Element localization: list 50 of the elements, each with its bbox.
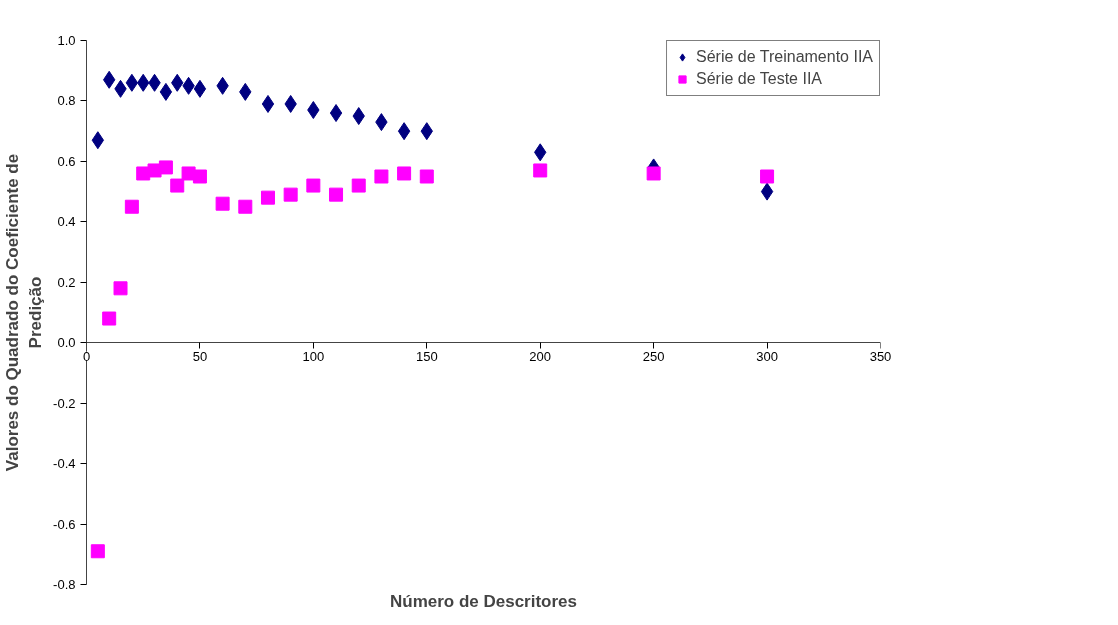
legend-label: Série de Teste IIA [696, 70, 823, 88]
x-tick-label: 0 [82, 348, 91, 364]
y-axis-title: Valores do Quadrado do Coeficiente de Predição [3, 153, 46, 472]
point [159, 82, 173, 101]
point [397, 166, 412, 181]
point [215, 196, 230, 211]
point [91, 131, 105, 150]
x-axis-title: Número de Descritores [389, 591, 578, 611]
point [329, 104, 343, 123]
point [192, 169, 207, 184]
point [260, 190, 275, 205]
x-tick-label: 150 [415, 348, 438, 364]
point [283, 187, 298, 202]
point [113, 281, 128, 296]
point [419, 169, 434, 184]
x-tick-label: 100 [302, 348, 325, 364]
point [158, 160, 173, 175]
y-tick-label: 1.0 [57, 33, 76, 48]
y-tick-label: -0.4 [53, 456, 76, 472]
y-tick-label: -0.6 [53, 516, 76, 532]
x-tick-label: 200 [529, 348, 552, 364]
point [646, 166, 661, 181]
point [374, 169, 389, 184]
legend-label: Série de Treinamento IIA [696, 48, 873, 66]
x-tick-label: 350 [869, 348, 892, 364]
x-tick-label: 300 [756, 348, 778, 364]
y-tick-label: 0.0 [57, 335, 76, 351]
point [170, 178, 185, 193]
point [760, 169, 775, 184]
point [102, 311, 117, 326]
x-tick-label: 50 [192, 348, 208, 364]
point [760, 182, 774, 201]
point [238, 199, 253, 214]
point [125, 73, 139, 92]
y-tick-label: 0.6 [57, 153, 76, 169]
point [329, 187, 344, 202]
point [397, 122, 411, 141]
y-tick-label: -0.8 [53, 577, 76, 592]
y-tick-label: -0.2 [53, 395, 76, 411]
point [90, 544, 105, 559]
y-tick-label: 0.2 [57, 274, 76, 290]
point [351, 178, 366, 193]
point [261, 94, 275, 113]
y-tick-label: 0.4 [57, 214, 76, 230]
y-tick-label: 0.8 [57, 93, 76, 109]
point [193, 79, 207, 98]
point [124, 199, 139, 214]
x-tick-label: 250 [642, 348, 665, 364]
point [306, 178, 321, 193]
point [533, 163, 548, 178]
